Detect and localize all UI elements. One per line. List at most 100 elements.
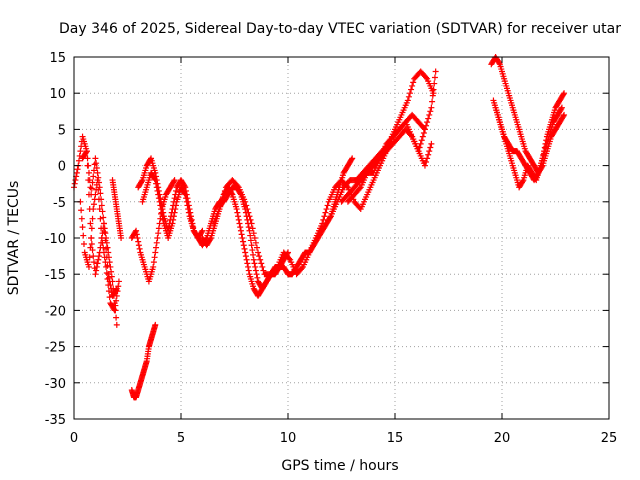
data-point <box>242 253 249 260</box>
data-point <box>85 263 92 270</box>
data-point <box>286 255 293 262</box>
data-point <box>419 133 426 140</box>
series-track-l <box>338 68 439 205</box>
series-track-i <box>199 155 356 299</box>
data-point <box>426 148 433 155</box>
data-point <box>240 242 247 249</box>
data-point <box>74 166 81 173</box>
data-point <box>237 227 244 234</box>
data-point <box>90 206 97 213</box>
data-point <box>181 190 188 197</box>
data-point <box>240 238 247 245</box>
data-point <box>89 215 96 222</box>
data-point <box>199 227 206 234</box>
data-point <box>104 244 111 251</box>
data-point <box>154 187 161 194</box>
data-point <box>235 213 242 220</box>
data-point <box>256 253 263 260</box>
data-point <box>220 191 227 198</box>
data-point <box>150 263 157 270</box>
data-point <box>73 169 80 176</box>
data-point <box>133 227 140 234</box>
data-point <box>260 267 267 274</box>
data-point <box>108 268 115 275</box>
series-track-e <box>128 321 159 401</box>
data-point <box>136 245 143 252</box>
data-point <box>420 125 427 132</box>
data-point <box>97 215 104 222</box>
data-point <box>298 265 305 272</box>
data-point <box>106 294 113 301</box>
y-tick-label: -30 <box>45 377 66 392</box>
data-point <box>246 227 253 234</box>
data-point <box>254 274 261 281</box>
data-point <box>100 214 107 221</box>
data-point <box>423 158 430 165</box>
data-point <box>93 263 100 270</box>
data-point <box>155 225 162 232</box>
data-point <box>233 206 240 213</box>
data-point <box>218 198 225 205</box>
series-track-m <box>344 111 428 205</box>
data-point <box>169 220 176 227</box>
y-axis-label: SDTVAR / TECUs <box>6 181 22 296</box>
x-tick-label: 0 <box>70 431 78 446</box>
data-point <box>324 202 331 209</box>
data-point <box>104 276 111 283</box>
series-track-j <box>210 119 435 278</box>
data-point <box>133 231 140 238</box>
data-point <box>110 292 117 299</box>
x-axis-label: GPS time / hours <box>281 458 398 474</box>
data-point <box>243 256 250 263</box>
data-point <box>243 202 250 209</box>
data-point <box>85 169 92 176</box>
data-point <box>427 144 434 151</box>
data-point <box>207 236 214 243</box>
data-point <box>96 184 103 191</box>
data-point <box>105 288 112 295</box>
data-point <box>375 156 382 163</box>
data-point <box>405 93 412 100</box>
data-point <box>250 251 257 258</box>
data-point <box>115 278 122 285</box>
data-point <box>248 220 255 227</box>
data-point <box>155 195 162 202</box>
y-tick-label: -10 <box>45 232 66 247</box>
x-tick-label: 15 <box>387 431 404 446</box>
data-point <box>416 144 423 151</box>
data-point <box>234 209 241 216</box>
data-point <box>153 180 160 187</box>
data-point <box>113 314 120 321</box>
data-point <box>115 283 122 290</box>
data-point <box>349 155 356 162</box>
data-point <box>100 220 107 227</box>
data-point <box>112 307 119 314</box>
data-point <box>172 206 179 213</box>
x-tick-label: 5 <box>177 431 185 446</box>
data-point <box>153 184 160 191</box>
data-point <box>109 278 116 285</box>
data-point <box>182 191 189 198</box>
data-point <box>560 91 567 98</box>
data-point <box>418 137 425 144</box>
series-track-d <box>109 177 125 241</box>
data-point <box>152 177 159 184</box>
data-point <box>217 202 224 209</box>
data-point <box>424 119 431 126</box>
data-point <box>348 156 355 163</box>
data-point <box>106 259 113 266</box>
data-point <box>155 230 162 237</box>
data-point <box>417 140 424 147</box>
data-point <box>221 187 228 194</box>
data-point <box>93 165 100 172</box>
data-point <box>85 162 92 169</box>
data-point <box>97 190 104 197</box>
data-point <box>245 224 252 231</box>
data-point <box>235 216 242 223</box>
data-point <box>356 185 363 192</box>
data-point <box>98 196 105 203</box>
data-point <box>242 249 249 256</box>
data-point <box>323 206 330 213</box>
data-point <box>92 271 99 278</box>
data-point <box>101 225 108 232</box>
